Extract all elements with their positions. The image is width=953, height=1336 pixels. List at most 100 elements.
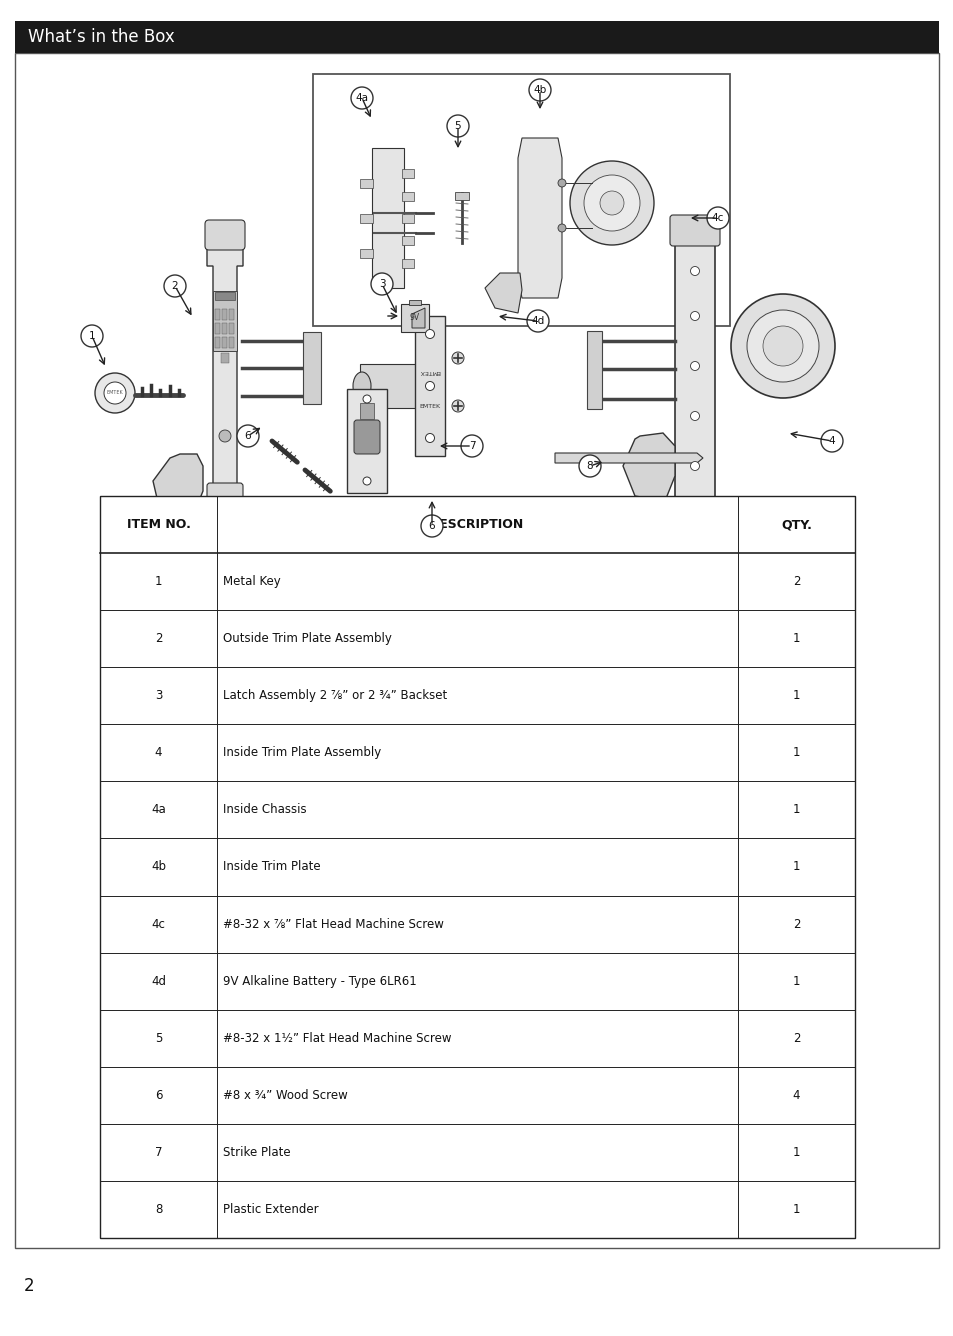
Circle shape [447, 115, 469, 138]
Text: #8-32 x ⅞” Flat Head Machine Screw: #8-32 x ⅞” Flat Head Machine Screw [223, 918, 443, 931]
Circle shape [452, 399, 463, 411]
Text: What’s in the Box: What’s in the Box [28, 28, 174, 45]
Bar [229, 309, 233, 321]
Bar [214, 337, 220, 347]
Text: 9V Alkaline Battery - Type 6LR61: 9V Alkaline Battery - Type 6LR61 [223, 975, 416, 987]
Text: 5: 5 [154, 1031, 162, 1045]
Text: 4: 4 [828, 436, 835, 446]
Circle shape [690, 311, 699, 321]
Text: #8-32 x 1½” Flat Head Machine Screw: #8-32 x 1½” Flat Head Machine Screw [223, 1031, 451, 1045]
Circle shape [569, 162, 654, 244]
Text: ITEM NO.: ITEM NO. [127, 518, 191, 530]
Bar [455, 192, 469, 200]
Circle shape [425, 382, 434, 390]
Text: 1: 1 [792, 1146, 800, 1158]
Bar [214, 293, 234, 301]
Bar [401, 192, 414, 200]
Bar [359, 403, 374, 420]
Text: 4b: 4b [533, 86, 546, 95]
Bar [214, 323, 220, 334]
Text: 4d: 4d [531, 317, 544, 326]
Bar [303, 333, 320, 403]
Text: 9V: 9V [410, 314, 419, 322]
Bar [401, 236, 414, 244]
Text: 2: 2 [24, 1277, 34, 1295]
FancyBboxPatch shape [207, 484, 243, 510]
FancyBboxPatch shape [669, 215, 720, 246]
Circle shape [363, 395, 371, 403]
Text: EMTEK: EMTEK [107, 390, 123, 395]
Circle shape [184, 514, 215, 546]
Text: 2: 2 [792, 574, 800, 588]
Text: 4d: 4d [151, 975, 166, 987]
Text: 4c: 4c [152, 918, 165, 931]
Circle shape [460, 436, 482, 457]
Text: 7: 7 [154, 1146, 162, 1158]
Bar [359, 214, 373, 223]
Text: 5: 5 [455, 122, 461, 131]
Text: 6: 6 [154, 1089, 162, 1102]
FancyBboxPatch shape [669, 498, 720, 529]
Bar [401, 168, 414, 178]
Bar [675, 231, 714, 510]
Polygon shape [152, 454, 203, 516]
Bar [222, 309, 227, 321]
Text: EMTEK: EMTEK [419, 403, 440, 409]
Text: 1: 1 [792, 1202, 800, 1216]
Bar [15, 21, 938, 53]
Bar [221, 353, 229, 363]
Circle shape [730, 294, 834, 398]
Circle shape [526, 310, 548, 333]
Circle shape [104, 382, 126, 403]
Circle shape [236, 425, 258, 448]
Circle shape [558, 179, 565, 187]
Circle shape [583, 175, 639, 231]
Text: Plastic Extender: Plastic Extender [223, 1202, 318, 1216]
Bar [213, 291, 236, 351]
Text: Inside Chassis: Inside Chassis [223, 803, 306, 816]
Text: #8 x ¾” Wood Screw: #8 x ¾” Wood Screw [223, 1089, 348, 1102]
Bar [229, 337, 233, 347]
Circle shape [558, 224, 565, 232]
Bar [359, 179, 373, 188]
Polygon shape [412, 309, 424, 329]
Text: 6: 6 [244, 432, 251, 441]
Circle shape [690, 461, 699, 470]
Text: 6: 6 [428, 521, 435, 530]
Text: Inside Trim Plate Assembly: Inside Trim Plate Assembly [223, 747, 381, 759]
Circle shape [452, 351, 463, 363]
Circle shape [762, 326, 802, 366]
Circle shape [578, 456, 600, 477]
Bar [359, 248, 373, 258]
Text: 1: 1 [792, 747, 800, 759]
Circle shape [219, 430, 231, 442]
Text: 2: 2 [172, 281, 178, 291]
Circle shape [599, 191, 623, 215]
Circle shape [425, 433, 434, 442]
FancyBboxPatch shape [205, 220, 245, 250]
Circle shape [164, 275, 186, 297]
Text: 1: 1 [792, 632, 800, 645]
FancyBboxPatch shape [354, 420, 379, 454]
Bar [409, 301, 420, 305]
Polygon shape [484, 273, 521, 313]
Bar [372, 148, 403, 289]
Circle shape [81, 325, 103, 347]
Circle shape [690, 362, 699, 370]
Bar [214, 309, 220, 321]
Circle shape [690, 411, 699, 421]
Bar [100, 496, 854, 1238]
Text: 8: 8 [154, 1202, 162, 1216]
Text: EMTEX: EMTEX [419, 369, 440, 374]
Bar [313, 73, 729, 326]
Circle shape [690, 266, 699, 275]
Text: 1: 1 [792, 860, 800, 874]
Text: 2: 2 [792, 1031, 800, 1045]
Circle shape [529, 79, 551, 102]
Text: 4: 4 [792, 1089, 800, 1102]
Bar [401, 259, 414, 269]
Bar [222, 337, 227, 347]
Circle shape [95, 373, 135, 413]
Text: 4a: 4a [151, 803, 166, 816]
Circle shape [363, 477, 371, 485]
